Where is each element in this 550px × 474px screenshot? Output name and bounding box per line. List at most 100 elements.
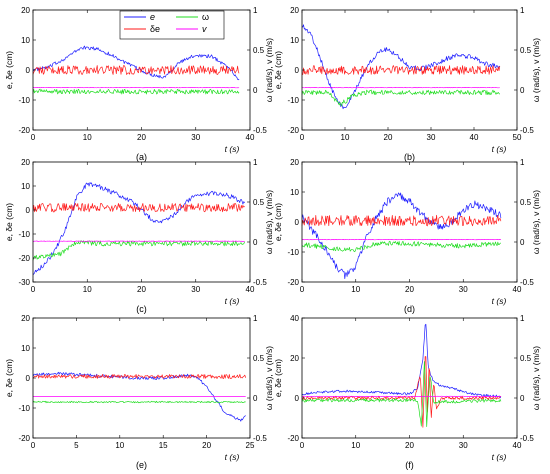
- y-tick-label-left: 10: [290, 188, 299, 197]
- y-axis-title-right: ω (rad/s), v (m/s): [531, 346, 541, 410]
- y-tick-label-left: -20: [18, 434, 30, 443]
- x-tick-label: 20: [405, 285, 414, 294]
- x-tick-label: 20: [137, 285, 146, 294]
- chart-panel: 0 10 20 30 40 -30 -20 -10 0 10 20 -0.5 0 0.5 1 t (s) e, …: [4, 158, 274, 314]
- y-tick-label-left: 10: [21, 344, 30, 353]
- x-tick-label: 40: [513, 285, 522, 294]
- y-tick-label-right: -0.5: [520, 434, 534, 443]
- panel-label: (d): [404, 304, 415, 314]
- y-tick-label-right: 1: [253, 314, 258, 323]
- x-axis-title: t (s): [225, 144, 240, 154]
- y-axis-title-left: e, δe (cm): [273, 203, 283, 241]
- series-line: [32, 65, 240, 75]
- chart-panel: 0 10 20 30 40 -20 -10 0 10 20 -0.5 0 0.5 1 t (s) e, δe …: [4, 6, 274, 162]
- x-tick-label: 20: [137, 133, 146, 142]
- series-line: [32, 240, 245, 261]
- y-tick-label-right: -0.5: [520, 126, 534, 135]
- series-line: [32, 400, 246, 404]
- legend: e ω δe v: [119, 10, 225, 40]
- y-tick-label-left: -10: [18, 230, 30, 239]
- y-tick-label-left: 40: [290, 314, 299, 323]
- y-tick-label-right: 1: [520, 6, 525, 15]
- x-tick-label: 10: [115, 441, 124, 450]
- x-tick-label: 40: [513, 441, 522, 450]
- y-tick-label-left: -20: [18, 126, 30, 135]
- y-tick-label-right: 0.5: [253, 354, 265, 363]
- x-tick-label: 20: [384, 133, 393, 142]
- y-axis-title-left: e, δe (cm): [273, 51, 283, 89]
- y-tick-label-right: 0: [520, 238, 525, 247]
- y-tick-label-right: 0: [520, 394, 525, 403]
- x-tick-label: 50: [513, 133, 522, 142]
- series-line: [32, 45, 240, 81]
- y-axis-title-left: e, δe (cm): [4, 203, 14, 241]
- x-tick-label: 30: [459, 441, 468, 450]
- panel-label: (f): [405, 460, 414, 470]
- y-tick-label-left: 20: [290, 6, 299, 15]
- chart-panel: 0 10 20 30 40 50 -20 -10 0 10 20 -0.5 0 0.5 1 t (s) e, δ…: [273, 6, 541, 162]
- series-line: [301, 89, 501, 107]
- y-tick-label-left: 10: [290, 36, 299, 45]
- x-axis-title: t (s): [225, 296, 240, 306]
- x-tick-label: 10: [83, 133, 92, 142]
- series-line: [32, 202, 245, 213]
- plot-frame: [301, 317, 518, 439]
- panel-label: (b): [404, 152, 415, 162]
- x-axis-title: t (s): [492, 296, 507, 306]
- y-tick-label-left: -20: [287, 126, 299, 135]
- panel-label: (a): [136, 152, 147, 162]
- x-tick-label: 15: [159, 441, 168, 450]
- y-tick-label-right: 0.5: [520, 46, 532, 55]
- series-line: [301, 356, 501, 428]
- y-tick-label-left: -20: [287, 434, 299, 443]
- panel-label: (e): [136, 460, 147, 470]
- y-tick-label-right: 0.5: [520, 354, 532, 363]
- x-tick-label: 0: [300, 441, 305, 450]
- y-tick-label-left: 0: [295, 218, 300, 227]
- y-tick-label-left: 20: [21, 6, 30, 15]
- x-tick-label: 0: [300, 285, 305, 294]
- y-tick-label-left: -20: [18, 254, 30, 263]
- y-axis-title-right: ω (rad/s), v (m/s): [531, 190, 541, 254]
- x-axis-title: t (s): [492, 452, 507, 462]
- y-tick-label-left: 0: [295, 394, 300, 403]
- y-tick-label-right: -0.5: [253, 434, 267, 443]
- x-tick-label: 30: [427, 133, 436, 142]
- chart-panel: 0 10 20 30 40 -20 -10 0 10 20 -0.5 0 0.5 1 t (s) e, δe …: [273, 158, 541, 314]
- y-tick-label-right: 1: [253, 158, 258, 167]
- y-axis-title-left: e, δe (cm): [4, 359, 14, 397]
- x-tick-label: 5: [74, 441, 79, 450]
- x-tick-label: 0: [31, 441, 36, 450]
- series-line: [301, 24, 500, 110]
- legend-label: ω: [202, 12, 209, 22]
- y-tick-label-left: 20: [21, 158, 30, 167]
- y-axis-title-right: ω (rad/s), v (m/s): [264, 38, 274, 102]
- y-tick-label-left: -10: [287, 96, 299, 105]
- y-tick-label-left: 0: [295, 66, 300, 75]
- y-tick-label-right: 0: [253, 394, 258, 403]
- series-line: [301, 240, 502, 253]
- x-tick-label: 0: [300, 133, 305, 142]
- y-tick-label-left: 0: [26, 66, 31, 75]
- series-line: [32, 182, 245, 276]
- x-tick-label: 20: [202, 441, 211, 450]
- x-tick-label: 30: [459, 285, 468, 294]
- y-tick-label-right: -0.5: [253, 278, 267, 287]
- y-axis-title-left: e, δe (cm): [273, 359, 283, 397]
- y-tick-label-left: 20: [290, 354, 299, 363]
- y-tick-label-right: 0: [253, 238, 258, 247]
- y-tick-label-right: 0.5: [253, 46, 265, 55]
- y-tick-label-left: 10: [21, 182, 30, 191]
- x-tick-label: 10: [351, 285, 360, 294]
- y-tick-label-right: 0.5: [253, 198, 265, 207]
- y-axis-title-left: e, δe (cm): [4, 51, 14, 89]
- series-line: [301, 361, 502, 427]
- y-tick-label-right: 1: [520, 314, 525, 323]
- legend-label: δe: [150, 24, 160, 34]
- y-axis-title-right: ω (rad/s), v (m/s): [264, 346, 274, 410]
- y-tick-label-right: 0: [253, 86, 258, 95]
- x-tick-label: 0: [31, 285, 36, 294]
- y-tick-label-right: -0.5: [253, 126, 267, 135]
- series-line: [32, 371, 246, 422]
- y-tick-label-right: -0.5: [520, 278, 534, 287]
